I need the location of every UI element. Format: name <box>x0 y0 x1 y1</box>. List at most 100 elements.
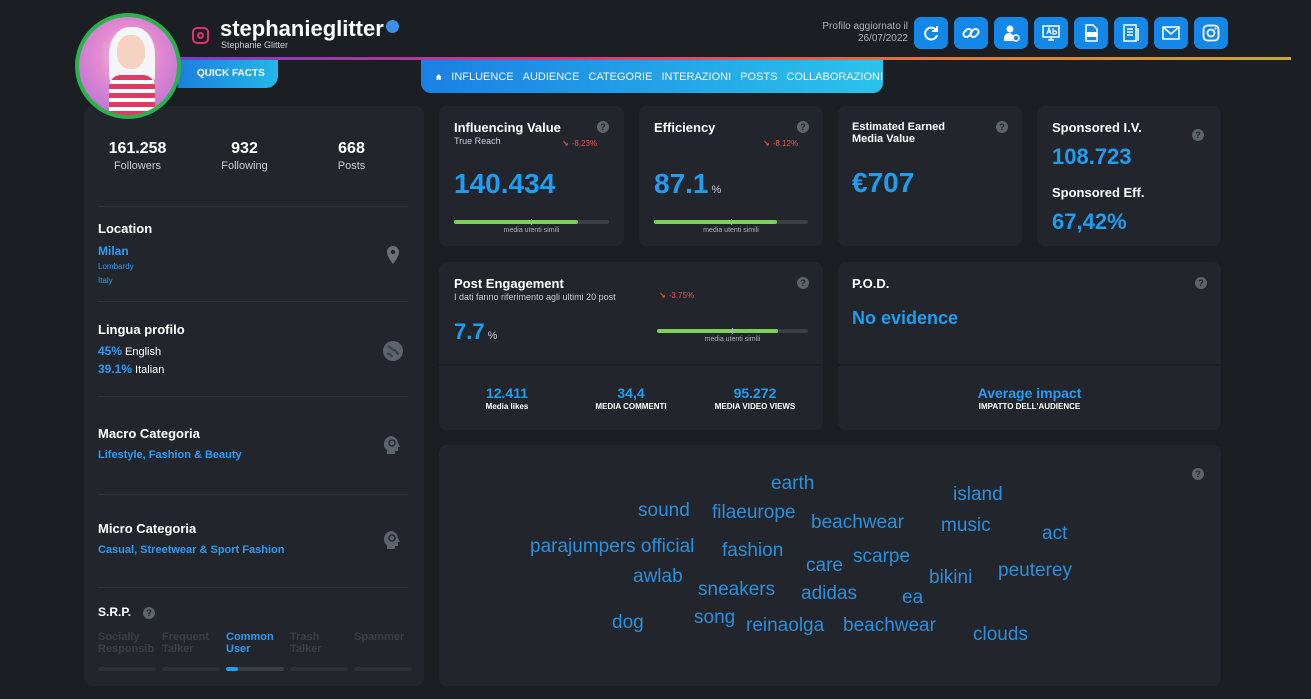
average-impact-title: Average impact <box>977 385 1082 401</box>
head-gear-icon <box>384 531 400 549</box>
tab-posts[interactable]: POSTS <box>740 70 778 83</box>
link-icon <box>962 27 980 39</box>
influencing-value-card: Influencing Value True Reach ? ↘ -8.23% 1… <box>439 106 624 246</box>
refresh-button[interactable] <box>914 17 948 49</box>
instagram-icon <box>192 27 209 44</box>
emv-card: Estimated Earned Media Value ? €707 <box>838 106 1022 246</box>
location-title: Location <box>98 221 153 236</box>
wordcloud-word: peuterey <box>998 560 1072 581</box>
wordcloud-word: filaeurope <box>712 502 796 523</box>
card-subtitle: True Reach <box>454 136 501 146</box>
instagram-button[interactable] <box>1194 17 1228 49</box>
wordcloud-word: bikini <box>929 567 973 588</box>
card-title: Post Engagement <box>454 276 564 291</box>
pdf-icon <box>1085 24 1098 42</box>
wordcloud-word: parajumpers official <box>530 536 695 557</box>
post-engagement-value: 7.7% <box>454 319 498 344</box>
updated-date: 26/07/2022 <box>857 33 908 44</box>
srp-bar-active <box>226 667 284 671</box>
wordcloud-word: beachwear <box>811 512 904 533</box>
comparison-bar <box>454 219 609 225</box>
bar-label: media utenti simili <box>704 336 761 343</box>
pdf-button[interactable] <box>1074 17 1108 49</box>
wordcloud-word: fashion <box>722 540 784 561</box>
help-icon[interactable]: ? <box>797 277 809 289</box>
verified-icon <box>385 20 399 33</box>
location-country: Italy <box>98 276 113 285</box>
help-icon[interactable]: ? <box>1195 277 1207 289</box>
card-title: Estimated Earned Media Value <box>852 121 945 145</box>
srp-bar <box>354 667 412 671</box>
bar-avg-tick <box>531 219 532 225</box>
tab-categorie[interactable]: CATEGORIE <box>588 70 653 83</box>
comparison-bar <box>657 328 808 334</box>
bar-avg-tick <box>732 328 733 334</box>
mail-button[interactable] <box>1154 17 1188 49</box>
help-icon[interactable]: ? <box>996 121 1008 133</box>
refresh-icon <box>924 26 938 41</box>
report-icon <box>1123 24 1139 42</box>
posts-count: 668 <box>338 140 365 157</box>
user-settings-icon <box>1004 25 1020 42</box>
comparison-bar <box>654 219 808 225</box>
sponsored-eff-title: Sponsored Eff. <box>1052 185 1145 200</box>
card-subtitle: I dati fanno riferimento agli ultimi 20 … <box>454 292 616 302</box>
wordcloud-word: beachwear <box>843 615 936 636</box>
main-nav: INFLUENCE AUDIENCE CATEGORIE INTERAZIONI… <box>421 60 883 93</box>
divider <box>98 494 408 495</box>
language-row-italian: 39.1% Italian <box>98 362 164 376</box>
wordcloud-word: dog <box>612 612 644 633</box>
media-commenti-label: MEDIA COMMENTI <box>595 402 667 411</box>
ab-test-icon <box>1042 25 1060 41</box>
bar-label: media utenti simili <box>503 227 560 234</box>
language-pct: 45% <box>98 344 123 358</box>
language-title: Lingua profilo <box>98 322 185 337</box>
media-likes-value: 12.411 <box>485 385 529 401</box>
wordcloud-word: care <box>806 555 843 576</box>
header-divider <box>180 57 1291 60</box>
post-engagement-card: Post Engagement I dati fanno riferimento… <box>439 262 823 430</box>
link-button[interactable] <box>954 17 988 49</box>
help-icon[interactable]: ? <box>797 121 809 133</box>
tab-interazioni[interactable]: INTERAZIONI <box>661 70 732 83</box>
srp-level-trash: Trash Talker <box>290 631 322 655</box>
mail-icon <box>1162 26 1180 40</box>
divider <box>98 206 408 207</box>
username: stephanieglitter <box>220 16 399 42</box>
user-settings-button[interactable] <box>994 17 1028 49</box>
srp-level-common: Common User <box>226 631 274 655</box>
help-icon[interactable]: ? <box>597 121 609 133</box>
influencing-value: 140.434 <box>454 168 556 199</box>
home-icon[interactable] <box>435 71 442 83</box>
sponsored-iv-title: Sponsored I.V. <box>1052 120 1142 135</box>
profile-avatar <box>75 13 181 119</box>
report-button[interactable] <box>1114 17 1148 49</box>
stat-posts: 668 Posts <box>298 140 405 172</box>
media-likes-label: Media likes <box>485 402 529 411</box>
ab-test-button[interactable] <box>1034 17 1068 49</box>
micro-category-title: Micro Categoria <box>98 521 197 536</box>
profile-updated: Profilo aggiornato il 26/07/2022 <box>780 21 908 45</box>
efficiency-value: 87.1% <box>654 168 722 199</box>
instagram-icon <box>1202 24 1220 42</box>
pod-value: No evidence <box>852 308 959 328</box>
bar-fill <box>657 329 778 333</box>
help-icon[interactable]: ? <box>1192 129 1204 141</box>
divider <box>838 364 1221 366</box>
tab-collaborazioni[interactable]: COLLABORAZIONI <box>786 70 883 83</box>
wordcloud-word: island <box>953 484 1003 505</box>
quick-facts-tab[interactable]: QUICK FACTS <box>178 60 278 88</box>
micro-category-value: Casual, Streetwear & Sport Fashion <box>98 544 285 556</box>
media-commenti-value: 34,4 <box>617 385 645 401</box>
location-city: Milan <box>98 244 129 258</box>
tab-influence[interactable]: INFLUENCE <box>451 70 514 83</box>
srp-help-icon[interactable]: ? <box>143 607 155 619</box>
srp-active-fill <box>226 667 238 671</box>
trend-delta: ↘ -8.12% <box>763 139 799 148</box>
divider <box>98 396 408 397</box>
followers-count: 161.258 <box>108 140 167 157</box>
wordcloud-word: awlab <box>633 566 683 587</box>
tab-audience[interactable]: AUDIENCE <box>522 70 580 83</box>
emv-value: €707 <box>852 167 915 198</box>
help-icon[interactable]: ? <box>1192 468 1204 480</box>
